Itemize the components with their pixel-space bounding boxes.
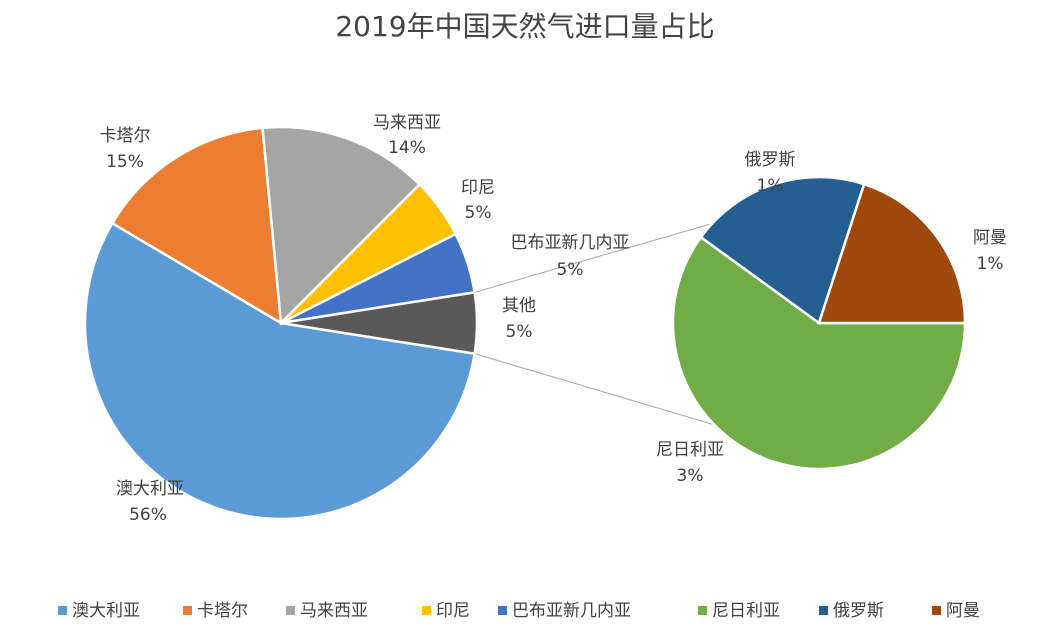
legend-item: 马来西亚 [286, 601, 368, 621]
legend-swatch [286, 606, 295, 615]
legend-label: 马来西亚 [300, 601, 368, 621]
data-label-name: 巴布亚新几内亚 [511, 233, 630, 253]
legend-swatch [932, 606, 941, 615]
legend-item: 澳大利亚 [58, 601, 140, 621]
legend-item: 卡塔尔 [183, 601, 248, 621]
data-labels: 澳大利亚 56% 卡塔尔 15% 马来西亚 14% 印尼 5% 巴布亚新几内亚 5% 其他 5% 尼日利… [100, 113, 1008, 525]
data-label-name: 澳大利亚 [116, 479, 184, 499]
data-label-value: 1% [977, 254, 1004, 274]
legend-swatch [58, 606, 67, 615]
data-label-value: 14% [388, 138, 426, 158]
legend-label: 俄罗斯 [833, 601, 884, 621]
data-label-value: 5% [465, 203, 492, 223]
data-label-name: 马来西亚 [373, 113, 441, 133]
primary-slice-0 [83, 221, 477, 521]
legend-swatch [819, 606, 828, 615]
data-label-name: 尼日利亚 [656, 440, 724, 460]
data-label-name: 阿曼 [973, 228, 1007, 248]
legend-swatch [698, 606, 707, 615]
legend-label: 印尼 [436, 601, 470, 621]
secondary-slice-2 [817, 182, 967, 325]
legend-swatch [498, 606, 507, 615]
data-label-name: 其他 [502, 296, 536, 316]
legend-item: 印尼 [422, 601, 470, 621]
primary-slice-2 [261, 125, 422, 326]
legend-item: 巴布亚新几内亚 [498, 601, 631, 621]
secondary-pie [671, 175, 967, 471]
data-label-value: 3% [677, 466, 704, 486]
data-label-value: 5% [506, 322, 533, 342]
legend: 澳大利亚 卡塔尔 马来西亚 印尼 巴布亚新几内亚 尼日利亚 俄罗斯 阿曼 [58, 601, 980, 621]
legend-swatch [183, 606, 192, 615]
data-label-name: 俄罗斯 [745, 150, 796, 170]
data-label-value: 56% [129, 505, 167, 525]
legend-swatch [422, 606, 431, 615]
legend-label: 阿曼 [946, 601, 980, 621]
data-label-value: 15% [106, 152, 144, 172]
data-label-value: 1% [757, 176, 784, 196]
legend-item: 阿曼 [932, 601, 980, 621]
primary-slice-1 [110, 126, 283, 326]
data-label-value: 5% [557, 260, 584, 280]
legend-label: 澳大利亚 [72, 601, 140, 621]
connector-line-top [474, 211, 753, 293]
secondary-slice-0 [671, 235, 967, 471]
primary-pie [83, 125, 479, 521]
legend-label: 尼日利亚 [712, 601, 780, 621]
data-label-name: 卡塔尔 [100, 126, 151, 146]
legend-label: 卡塔尔 [197, 601, 248, 621]
secondary-slice-1 [699, 175, 866, 326]
legend-item: 俄罗斯 [819, 601, 884, 621]
legend-label: 巴布亚新几内亚 [512, 601, 631, 621]
connector-lines [474, 211, 753, 426]
connector-line-bottom [474, 353, 716, 426]
chart-title: 2019年中国天然气进口量占比 [335, 10, 714, 43]
primary-slice-5 [280, 290, 479, 356]
legend-item: 尼日利亚 [698, 601, 780, 621]
data-label-name: 印尼 [461, 178, 495, 198]
